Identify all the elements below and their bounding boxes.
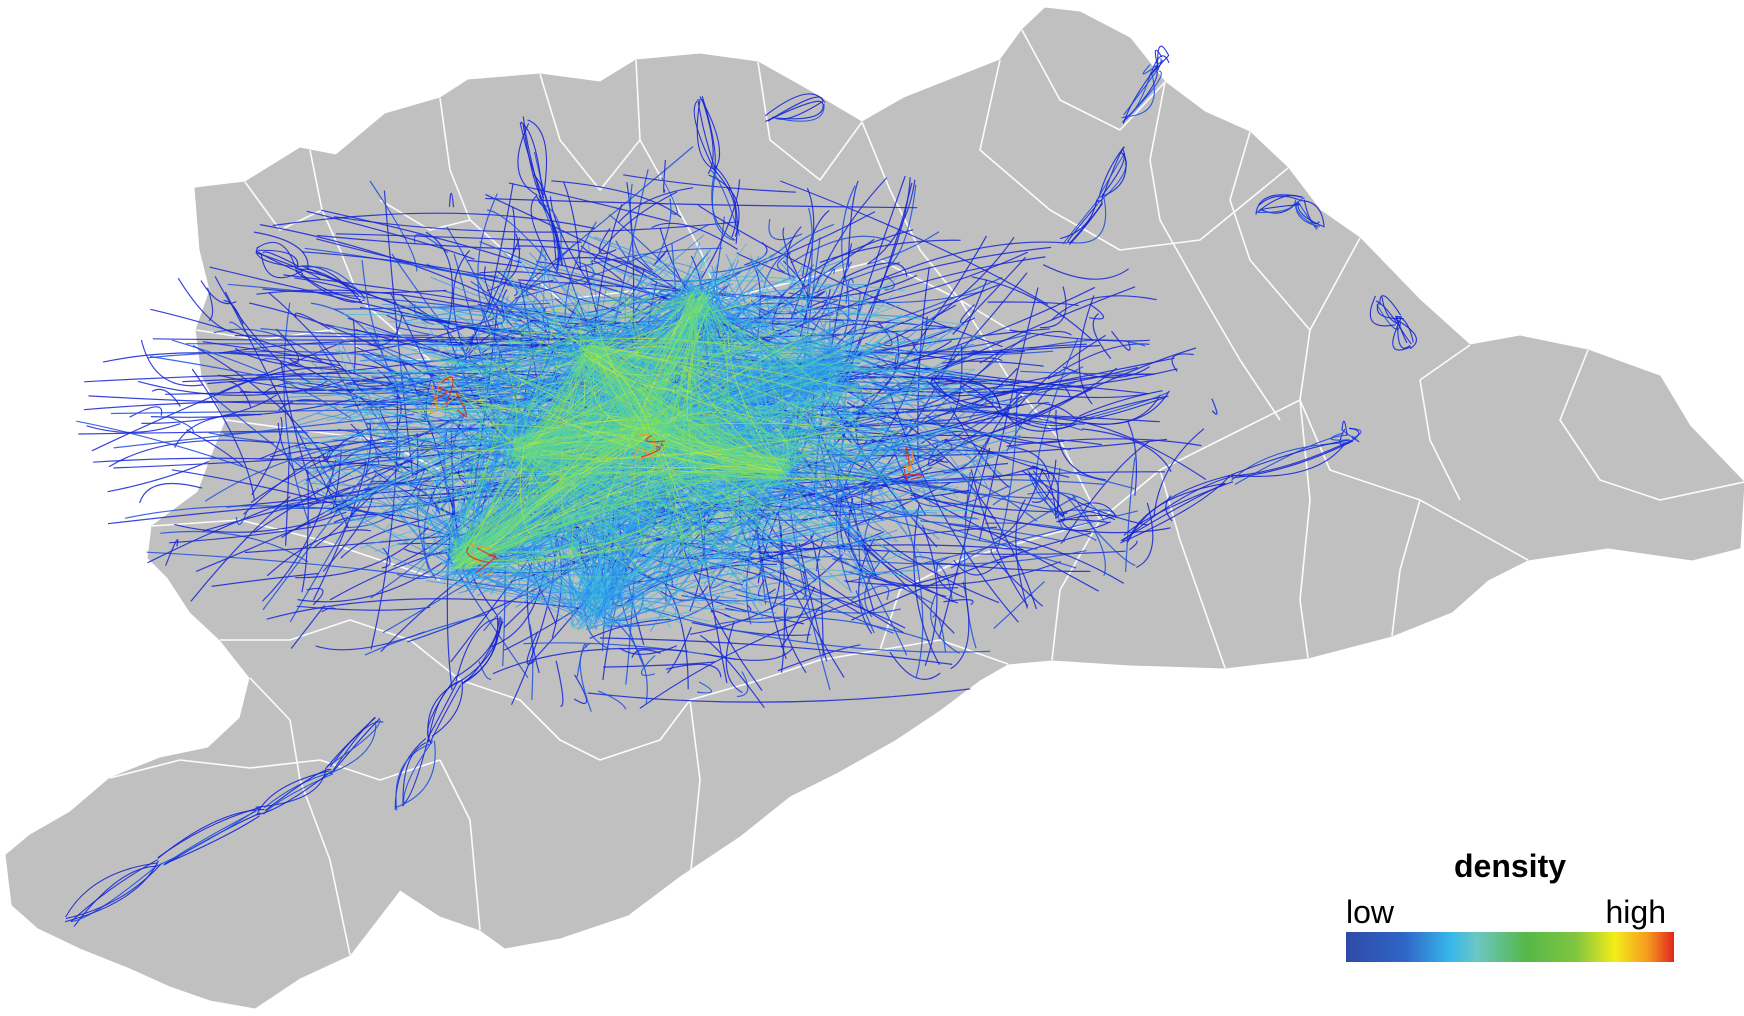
legend-low-label: low (1346, 894, 1395, 930)
density-legend: density low high (1340, 848, 1680, 962)
legend-high-label: high (1605, 894, 1667, 930)
flow-lines (65, 45, 1418, 927)
region-outline (5, 7, 1744, 1009)
legend-color-bar (1346, 932, 1674, 962)
legend-title: density (1453, 848, 1567, 884)
